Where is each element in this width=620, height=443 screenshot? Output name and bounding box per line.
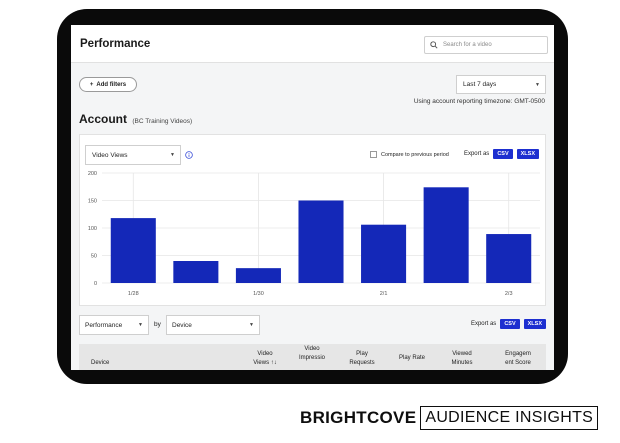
column-header-device[interactable]: Device — [83, 359, 119, 368]
date-range-value: Last 7 days — [463, 81, 497, 88]
x-tick-label: 2/1 — [380, 291, 388, 297]
y-tick-label: 0 — [94, 281, 97, 287]
column-header-play-rate[interactable]: Play Rate — [391, 354, 433, 363]
y-tick-label: 150 — [88, 199, 97, 205]
caret-down-icon: ▼ — [249, 322, 254, 328]
chart-card: Video Views ▼ Compare to previous period… — [79, 134, 546, 306]
export-xlsx-button[interactable]: XLSX — [523, 319, 546, 329]
y-tick-label: 200 — [88, 171, 97, 177]
add-filters-label: Add filters — [96, 81, 127, 88]
compare-toggle[interactable]: Compare to previous period — [370, 151, 449, 158]
info-icon[interactable] — [185, 151, 193, 159]
bar — [486, 234, 532, 283]
column-header-engagement-score[interactable]: Engagem ent Score — [497, 350, 539, 368]
plus-icon: + — [89, 81, 94, 88]
x-tick-label: 2/3 — [505, 291, 513, 297]
account-subtitle: (BC Training Videos) — [132, 118, 193, 125]
column-header-play-requests[interactable]: Play Requests — [341, 350, 383, 368]
bar — [235, 268, 281, 283]
brand-product: AUDIENCE INSIGHTS — [420, 406, 599, 430]
main-content: + Add filters Last 7 days ▼ Using accoun… — [71, 63, 554, 370]
column-header-line: Minutes — [451, 360, 473, 366]
table-header: Device Video Views ↑↓ Video Impressio Pl… — [79, 344, 546, 370]
column-header-line: Video — [257, 351, 273, 357]
chart-export: Export as CSV XLSX — [464, 149, 539, 159]
timezone-note: Using account reporting timezone: GMT-05… — [413, 98, 545, 105]
caret-down-icon: ▼ — [170, 152, 175, 158]
bar — [298, 200, 344, 283]
y-tick-label: 50 — [91, 254, 97, 260]
export-csv-button[interactable]: CSV — [500, 319, 520, 329]
column-header-viewed-minutes[interactable]: Viewed Minutes — [441, 350, 483, 368]
export-xlsx-button[interactable]: XLSX — [516, 149, 539, 159]
column-header-line: Impressio — [298, 355, 325, 361]
x-tick-label: 1/30 — [253, 291, 264, 297]
bar — [110, 218, 156, 283]
search-input[interactable]: Search for a video — [424, 36, 548, 54]
export-label: Export as — [463, 151, 490, 157]
y-tick-label: 100 — [88, 226, 97, 232]
dimension-select[interactable]: Device ▼ — [166, 315, 260, 335]
export-csv-button[interactable]: CSV — [493, 149, 513, 159]
compare-checkbox[interactable] — [370, 151, 377, 158]
account-title: Account — [79, 112, 127, 126]
dimension-value: Device — [172, 321, 192, 329]
column-header-line: Requests — [349, 360, 375, 366]
table-export: Export as CSV XLSX — [471, 319, 546, 329]
app-header: Performance Search for a video — [71, 25, 554, 63]
brand-name: BRIGHTCOVE — [300, 408, 417, 427]
account-heading: Account (BC Training Videos) — [79, 112, 192, 126]
search-icon — [430, 41, 438, 49]
page-title: Performance — [80, 38, 151, 50]
caret-down-icon: ▼ — [535, 82, 540, 88]
date-range-select[interactable]: Last 7 days ▼ — [456, 75, 546, 94]
bar — [173, 261, 219, 283]
column-header-video-impressions[interactable]: Video Impressio — [291, 345, 333, 363]
x-tick-label: 1/28 — [128, 291, 139, 297]
bar — [423, 187, 469, 283]
column-header-line: Video — [304, 346, 320, 352]
column-header-line: Viewed — [452, 351, 472, 357]
metric-select[interactable]: Video Views ▼ — [85, 145, 181, 165]
add-filters-button[interactable]: + Add filters — [79, 77, 137, 92]
caret-down-icon: ▼ — [138, 322, 143, 328]
metric-group-select[interactable]: Performance ▼ — [79, 315, 149, 335]
bar-chart: 0 50 100 150 200 1/28 1/30 2/1 2/3 — [88, 171, 540, 297]
by-label: by — [154, 321, 161, 328]
column-header-line: Views ↑↓ — [253, 360, 277, 366]
export-label: Export as — [470, 321, 497, 327]
brand-logo: BRIGHTCOVE AUDIENCE INSIGHTS — [300, 406, 599, 430]
column-header-line: ent Score — [505, 360, 531, 366]
column-header-line: Play Rate — [398, 355, 425, 361]
app-screen: Performance Search for a video + Add fil… — [71, 25, 554, 370]
metric-group-value: Performance — [85, 321, 123, 329]
column-header-video-views[interactable]: Video Views ↑↓ — [245, 350, 285, 368]
column-header-line: Device — [91, 360, 110, 366]
column-header-line: Play — [356, 351, 368, 357]
compare-label: Compare to previous period — [381, 151, 449, 158]
column-header-line: Engagem — [505, 351, 531, 357]
bar — [361, 224, 407, 283]
metric-value: Video Views — [92, 151, 128, 159]
search-placeholder: Search for a video — [443, 42, 492, 48]
